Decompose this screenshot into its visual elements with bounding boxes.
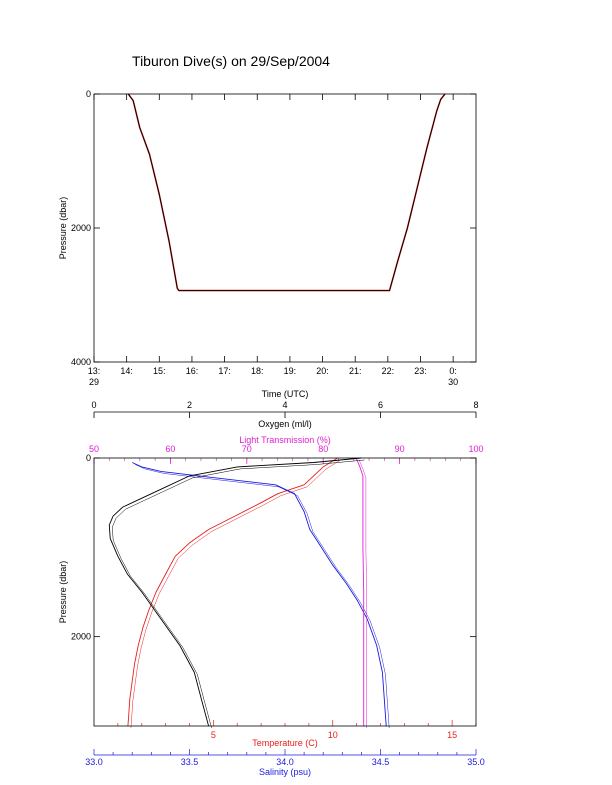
oxygen-tick-label: 0: [91, 400, 96, 410]
dive-x-tick-label: 22:: [382, 366, 395, 376]
dive-y-tick-label: 2000: [71, 223, 91, 233]
salinity-tick-label: 35.0: [467, 757, 485, 767]
profile-plot-frame: [93, 457, 477, 727]
dive-y-tick-label: 0: [86, 89, 91, 99]
salinity-tick-label: 33.5: [181, 757, 199, 767]
dive-x-tick-label: 19:: [284, 366, 297, 376]
dive-axis-ticks: 13:29 14: 15: 16: 17: 18: 19: 20: 21: 22: 23: 0:30 0…: [71, 89, 476, 387]
dive-x-tick-label: 17:: [218, 366, 231, 376]
temperature-profile-line-repeat: [130, 459, 341, 729]
light-transmission-axis-title: Light Transmission (%): [239, 435, 331, 445]
dive-x-tick-sublabel: 29: [89, 377, 99, 387]
salinity-tick-label: 34.5: [372, 757, 390, 767]
dive-x-tick-label: 23:: [414, 366, 427, 376]
dive-x-tick-label: 0:: [449, 366, 457, 376]
temperature-profile-line: [127, 457, 338, 727]
light-transmission-tick-label: 90: [395, 444, 405, 454]
profile-y-tick-label: 0: [86, 453, 91, 463]
dive-x-axis-title: Time (UTC): [262, 389, 309, 399]
oxygen-tick-label: 4: [282, 400, 287, 410]
oxygen-tick-label: 2: [187, 400, 192, 410]
dive-x-tick-label: 15:: [153, 366, 166, 376]
dive-x-tick-label: 16:: [186, 366, 199, 376]
dive-x-tick-label: 14:: [120, 366, 133, 376]
profile-axis-ticks: 0 2 4 6 8 50 60 70 80 90 100 5 10 15 33.0 33.5 34.0 34.5 3…: [71, 400, 485, 767]
salinity-tick-label: 33.0: [85, 757, 103, 767]
profile-chart: 0 2 4 6 8 50 60 70 80 90 100 5 10 15 33.0 33.5 34.0 34.5 3…: [58, 400, 485, 777]
dive-x-tick-label: 21:: [349, 366, 362, 376]
oxygen-tick-label: 6: [378, 400, 383, 410]
dive-x-tick-label: 18:: [251, 366, 264, 376]
light_transmission-profile-line: [355, 457, 365, 726]
profile-y-axis-title: Pressure (dbar): [58, 561, 68, 624]
light-transmission-tick-label: 100: [468, 444, 483, 454]
dive-series-group: [127, 93, 446, 292]
salinity-axis-title: Salinity (psu): [259, 767, 311, 777]
profile-y-tick-label: 2000: [71, 632, 91, 642]
light-transmission-tick-label: 50: [89, 444, 99, 454]
oxygen-profile-line-repeat: [112, 459, 365, 729]
temperature-tick-label: 5: [211, 730, 216, 740]
temperature-tick-label: 10: [328, 730, 338, 740]
oxygen-axis-title: Oxygen (ml/l): [258, 419, 312, 429]
salinity-profile-line-repeat: [135, 464, 390, 729]
light_transmission-profile-line-repeat: [358, 459, 367, 728]
oxygen-profile-line: [108, 457, 362, 727]
light-transmission-tick-label: 70: [242, 444, 252, 454]
dive-y-tick-label: 4000: [71, 357, 91, 367]
dive-trace: [127, 93, 446, 292]
light-transmission-tick-label: 60: [165, 444, 175, 454]
dive-x-tick-sublabel: 30: [448, 377, 458, 387]
dive-profile-chart: 13:29 14: 15: 16: 17: 18: 19: 20: 21: 22: 23: 0:30 0…: [58, 89, 477, 399]
light-transmission-tick-label: 80: [318, 444, 328, 454]
temperature-tick-label: 15: [447, 730, 457, 740]
page-title: Tiburon Dive(s) on 29/Sep/2004: [132, 53, 330, 69]
temperature-axis-title: Temperature (C): [252, 738, 318, 748]
salinity-tick-label: 34.0: [276, 757, 294, 767]
dive-plot-frame: [93, 93, 477, 363]
salinity-profile-line: [132, 462, 387, 727]
dive-y-axis-title: Pressure (dbar): [58, 197, 68, 260]
dive-x-tick-label: 13:: [88, 366, 101, 376]
profile-series-group: [108, 457, 390, 729]
oxygen-tick-label: 8: [473, 400, 478, 410]
dive-x-tick-label: 20:: [316, 366, 329, 376]
